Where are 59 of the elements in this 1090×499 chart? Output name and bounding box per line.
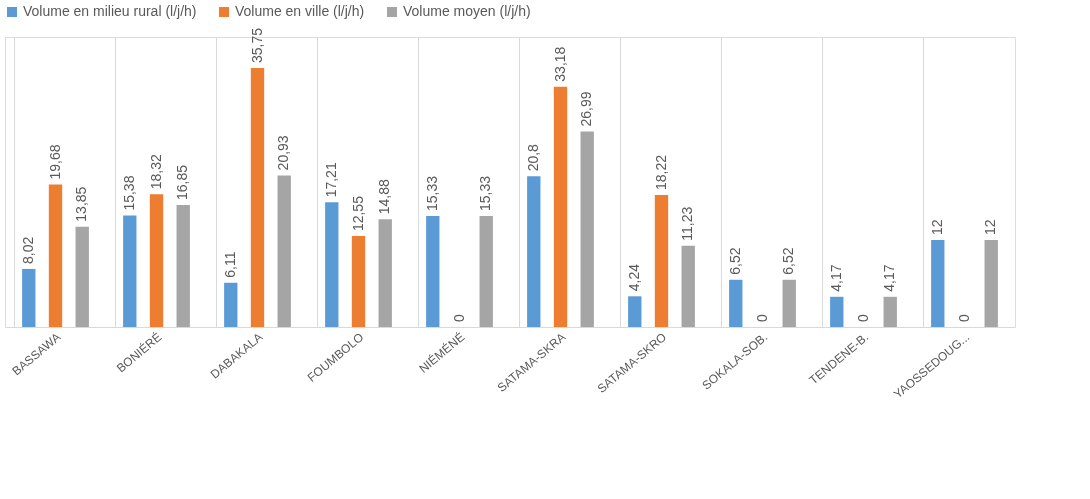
data-label: 17,21 (322, 162, 339, 198)
data-label: 0 (753, 314, 770, 322)
bar (149, 194, 164, 327)
bar (527, 176, 541, 327)
bar (75, 226, 89, 327)
bar (479, 215, 493, 327)
data-label: 19,68 (46, 144, 63, 180)
data-label: 13,85 (73, 186, 90, 222)
bar (325, 202, 339, 327)
legend-label: Volume en ville (l/j/h) (235, 3, 365, 19)
data-label: 20,93 (275, 135, 292, 171)
bar (830, 296, 844, 327)
data-label: 15,33 (423, 175, 440, 211)
data-label: 11,23 (679, 206, 696, 241)
bar (426, 215, 440, 327)
data-label: 6,52 (780, 247, 797, 275)
legend-label: Volume moyen (l/j/h) (403, 3, 531, 19)
data-label: 4,24 (625, 263, 642, 292)
data-label: 12,55 (349, 195, 366, 232)
bar (628, 296, 642, 327)
data-label: 26,99 (578, 91, 595, 127)
bar (654, 195, 669, 327)
data-label: 12 (982, 219, 999, 236)
data-label: 18,32 (147, 154, 164, 190)
bar (123, 215, 137, 327)
bar (681, 245, 695, 327)
bar (729, 279, 743, 327)
bar (782, 279, 796, 327)
data-label: 18,22 (652, 154, 669, 191)
bar (48, 184, 63, 327)
bar (224, 282, 238, 327)
bar (22, 268, 36, 327)
bar (553, 86, 568, 327)
data-label: 4,17 (881, 264, 898, 292)
data-label: 12 (928, 219, 945, 236)
data-label: 20,8 (524, 143, 541, 172)
bar (277, 175, 291, 327)
bar (580, 131, 594, 327)
data-label: 6,11 (221, 251, 238, 278)
data-label: 0 (450, 314, 467, 322)
data-label: 15,33 (477, 175, 494, 211)
legend-label: Volume en milieu rural (l/j/h) (23, 3, 197, 19)
bar (883, 296, 897, 327)
data-label: 0 (854, 314, 871, 322)
bar (250, 68, 265, 327)
bar (176, 204, 190, 327)
bar (984, 240, 998, 327)
bar (351, 236, 366, 327)
data-label: 33,18 (551, 46, 568, 82)
data-label: 4,17 (827, 264, 844, 292)
data-label: 16,85 (174, 164, 191, 200)
bar (378, 219, 392, 327)
data-label: 8,02 (19, 236, 36, 264)
data-label: 14,88 (376, 178, 393, 215)
bar (931, 240, 945, 327)
data-label: 35,75 (248, 27, 265, 64)
data-label: 15,38 (120, 175, 137, 211)
data-label: 0 (955, 314, 972, 322)
data-label: 6,52 (726, 247, 743, 275)
